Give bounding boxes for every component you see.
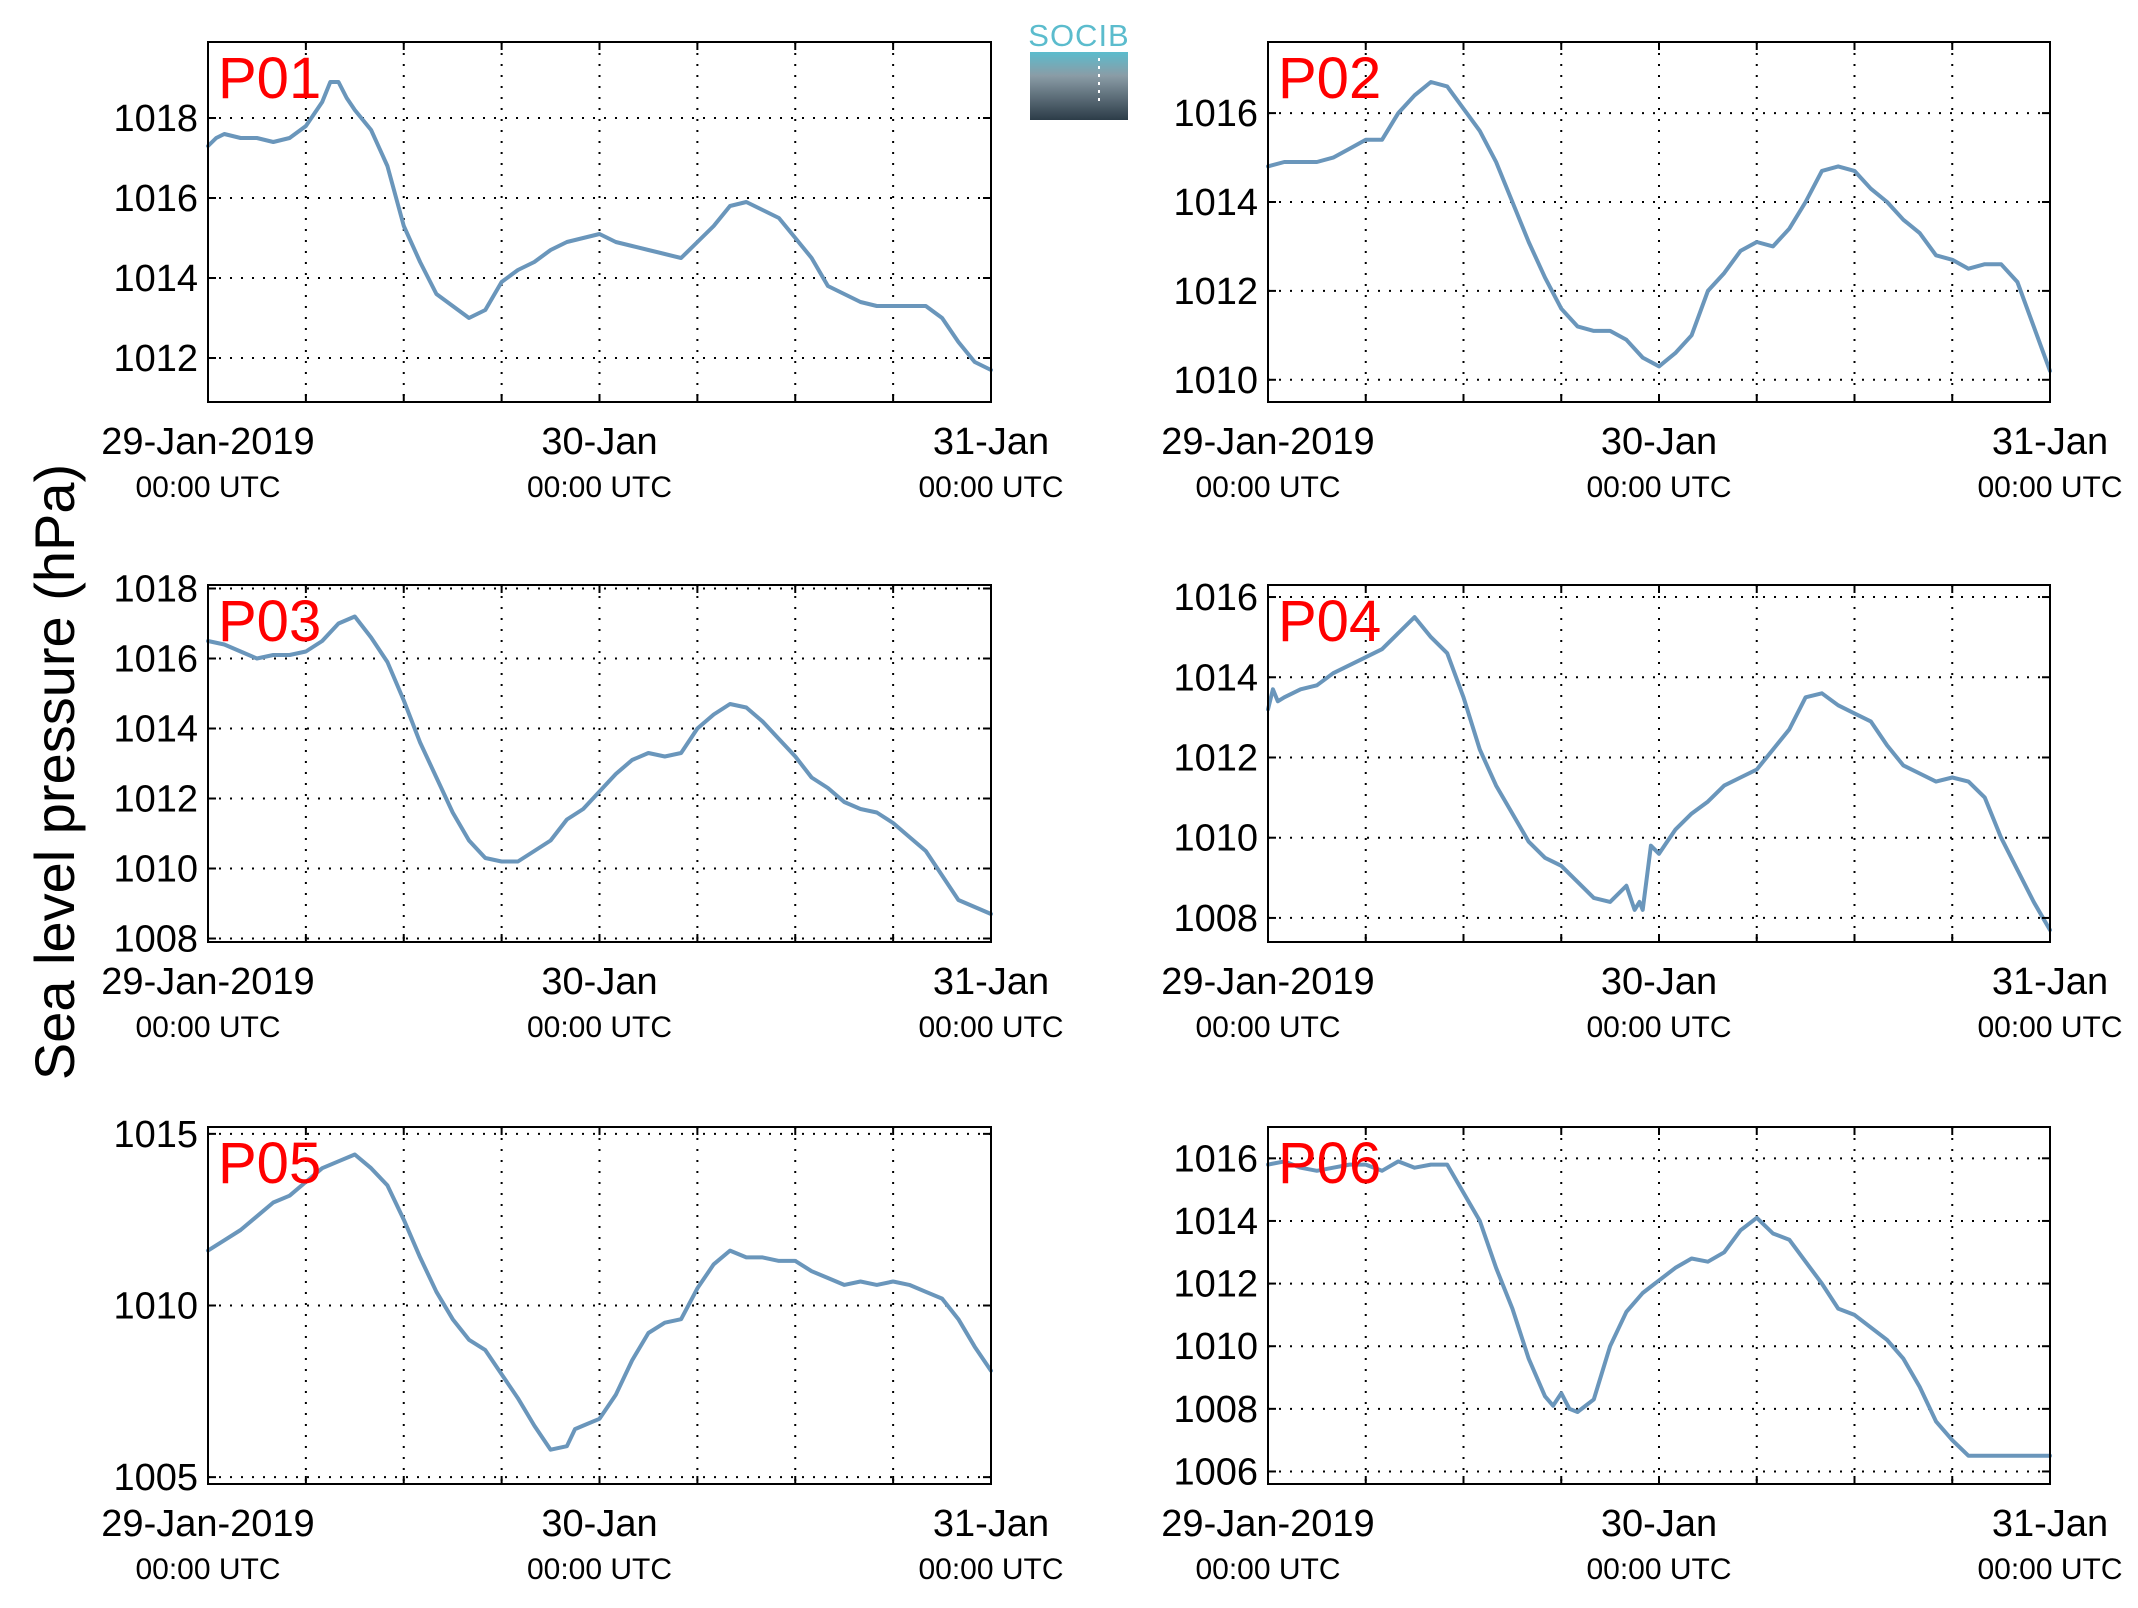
y-tick-label: 1010 <box>113 849 198 891</box>
plot-frame <box>1267 1126 2051 1485</box>
x-tick-label: 31-Jan <box>1992 961 2108 1003</box>
socib-logo-text: SOCIB <box>1028 18 1129 53</box>
y-tick-label: 1014 <box>113 258 198 300</box>
y-tick-label: 1014 <box>1173 657 1258 699</box>
plot-frame <box>1267 41 2051 403</box>
x-tick-label: 31-Jan <box>933 961 1049 1003</box>
pressure-series-line <box>206 1152 993 1452</box>
x-tick-label: 30-Jan <box>1601 1503 1717 1545</box>
x-tick-sublabel: 00:00 UTC <box>918 1011 1063 1044</box>
x-tick-sublabel: 00:00 UTC <box>1977 1011 2122 1044</box>
y-tick-label: 1008 <box>1173 898 1258 940</box>
x-tick-sublabel: 00:00 UTC <box>918 471 1063 504</box>
x-tick-sublabel: 00:00 UTC <box>918 1553 1063 1586</box>
y-tick-label: 1012 <box>113 779 198 821</box>
x-tick-label: 29-Jan-2019 <box>1161 961 1374 1003</box>
panel-title: P02 <box>1278 46 1381 111</box>
x-tick-label: 31-Jan <box>933 421 1049 463</box>
y-tick-label: 1016 <box>113 639 198 681</box>
y-tick-label: 1012 <box>113 338 198 380</box>
socib-logo-mark <box>1030 52 1128 120</box>
y-tick-label: 1008 <box>1173 1389 1258 1431</box>
chart-panel-2: 1010 1012 1014 1016 29-Jan-2019 00:00 UTC 30-J… <box>1161 41 2123 504</box>
pressure-series-line <box>206 80 993 372</box>
y-tick-label: 1018 <box>113 569 198 611</box>
y-tick-label: 1012 <box>1173 1264 1258 1306</box>
x-tick-sublabel: 00:00 UTC <box>1977 471 2122 504</box>
y-tick-label: 1010 <box>1173 818 1258 860</box>
y-tick-label: 1010 <box>1173 360 1258 402</box>
pressure-series-line <box>1266 615 2052 932</box>
chart-panel-4: 1008 1010 1012 1014 1016 29-Jan-2019 00:00 UTC… <box>1161 577 2122 1044</box>
panel-title: P04 <box>1278 589 1381 654</box>
y-tick-label: 1005 <box>113 1457 198 1499</box>
panel-title: P06 <box>1278 1131 1381 1196</box>
x-tick-sublabel: 00:00 UTC <box>1195 1553 1340 1586</box>
x-tick-label: 29-Jan-2019 <box>101 421 314 463</box>
x-tick-label: 29-Jan-2019 <box>1161 1503 1374 1545</box>
x-tick-sublabel: 00:00 UTC <box>1977 1553 2122 1586</box>
x-tick-sublabel: 00:00 UTC <box>1586 1011 1731 1044</box>
x-tick-sublabel: 00:00 UTC <box>527 1553 672 1586</box>
x-tick-label: 30-Jan <box>1601 421 1717 463</box>
chart-panel-3: 1008 1010 1012 1014 1016 1018 29-Jan-2019 00:00… <box>101 569 1063 1045</box>
y-tick-label: 1015 <box>113 1114 198 1156</box>
x-tick-sublabel: 00:00 UTC <box>135 471 280 504</box>
x-tick-label: 30-Jan <box>541 961 657 1003</box>
panel-title: P01 <box>218 46 321 111</box>
x-tick-label: 31-Jan <box>1992 1503 2108 1545</box>
plot-frame <box>1267 584 2051 943</box>
x-tick-sublabel: 00:00 UTC <box>527 1011 672 1044</box>
chart-panel-1: 1012 1014 1016 1018 29-Jan-2019 00:00 UTC 30-J… <box>101 41 1064 504</box>
panel-title: P05 <box>218 1131 321 1196</box>
x-tick-sublabel: 00:00 UTC <box>527 471 672 504</box>
y-tick-label: 1016 <box>1173 1138 1258 1180</box>
chart-panel-6: 1006 1008 1010 1012 1014 1016 29-Jan-2019 00:00… <box>1161 1126 2123 1586</box>
x-tick-sublabel: 00:00 UTC <box>1195 1011 1340 1044</box>
y-tick-label: 1006 <box>1173 1451 1258 1493</box>
y-tick-label: 1014 <box>1173 182 1258 224</box>
y-tick-label: 1018 <box>113 98 198 140</box>
y-tick-label: 1016 <box>113 178 198 220</box>
y-tick-label: 1010 <box>113 1286 198 1328</box>
x-tick-label: 30-Jan <box>1601 961 1717 1003</box>
y-tick-label: 1016 <box>1173 93 1258 135</box>
x-tick-label: 31-Jan <box>1992 421 2108 463</box>
x-tick-sublabel: 00:00 UTC <box>1195 471 1340 504</box>
y-tick-label: 1016 <box>1173 577 1258 619</box>
figure-ylabel: Sea level pressure (hPa) <box>23 464 86 1080</box>
x-tick-sublabel: 00:00 UTC <box>1586 1553 1731 1586</box>
y-tick-label: 1014 <box>1173 1201 1258 1243</box>
pressure-series-line <box>1266 1159 2052 1458</box>
x-tick-sublabel: 00:00 UTC <box>135 1011 280 1044</box>
pressure-series-line <box>1266 80 2052 373</box>
x-tick-label: 29-Jan-2019 <box>101 961 314 1003</box>
x-tick-label: 30-Jan <box>541 421 657 463</box>
x-tick-label: 29-Jan-2019 <box>1161 421 1374 463</box>
x-tick-label: 30-Jan <box>541 1503 657 1545</box>
y-tick-label: 1010 <box>1173 1326 1258 1368</box>
x-tick-sublabel: 00:00 UTC <box>135 1553 280 1586</box>
x-tick-sublabel: 00:00 UTC <box>1586 471 1731 504</box>
panel-title: P03 <box>218 589 321 654</box>
socib-logo: SOCIB <box>1028 18 1129 120</box>
pressure-series-line <box>206 614 993 916</box>
y-tick-label: 1012 <box>1173 737 1258 779</box>
y-tick-label: 1014 <box>113 709 198 751</box>
y-tick-label: 1008 <box>113 919 198 961</box>
x-tick-label: 29-Jan-2019 <box>101 1503 314 1545</box>
chart-panel-5: 1005 1010 1015 29-Jan-2019 00:00 UTC 30-Jan 00… <box>101 1114 1063 1586</box>
plot-frame <box>207 1126 992 1485</box>
x-tick-label: 31-Jan <box>933 1503 1049 1545</box>
y-tick-label: 1012 <box>1173 271 1258 313</box>
